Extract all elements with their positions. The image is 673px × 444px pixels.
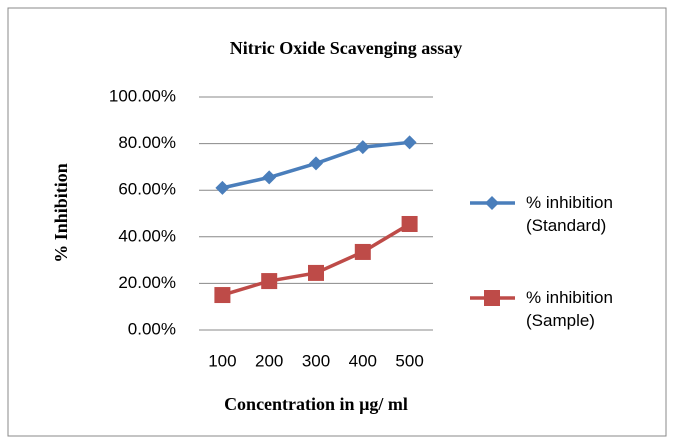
y-tick-label: 100.00% [109,86,176,105]
marker [215,180,230,195]
legend-label: % inhibition (Sample) [526,288,613,330]
marker [401,215,418,232]
marker [485,196,499,210]
marker [308,264,324,281]
x-tick-label: 200 [255,351,283,370]
marker [214,287,231,304]
marker [262,170,277,185]
y-tick-label: 40.00% [118,226,176,245]
marker [309,156,323,171]
legend-label: % inhibition (Standard) [526,193,613,235]
marker [484,290,500,306]
x-tick-label: 500 [395,351,423,370]
marker [355,140,370,155]
y-tick-label: 0.00% [128,319,176,338]
x-axis-title: Concentration in µg/ ml [224,394,408,414]
y-tick-label: 20.00% [118,273,176,292]
x-tick-label: 100 [208,351,236,370]
x-tick-label: 400 [349,351,377,370]
marker [261,273,278,290]
chart-title: Nitric Oxide Scavenging assay [230,38,463,58]
y-tick-label: 60.00% [118,180,176,199]
marker [402,135,417,150]
y-axis-title: % Inhibition [51,163,71,263]
marker [354,243,371,260]
y-tick-label: 80.00% [118,133,176,152]
chart-border [7,7,667,437]
x-tick-label: 300 [302,351,330,370]
